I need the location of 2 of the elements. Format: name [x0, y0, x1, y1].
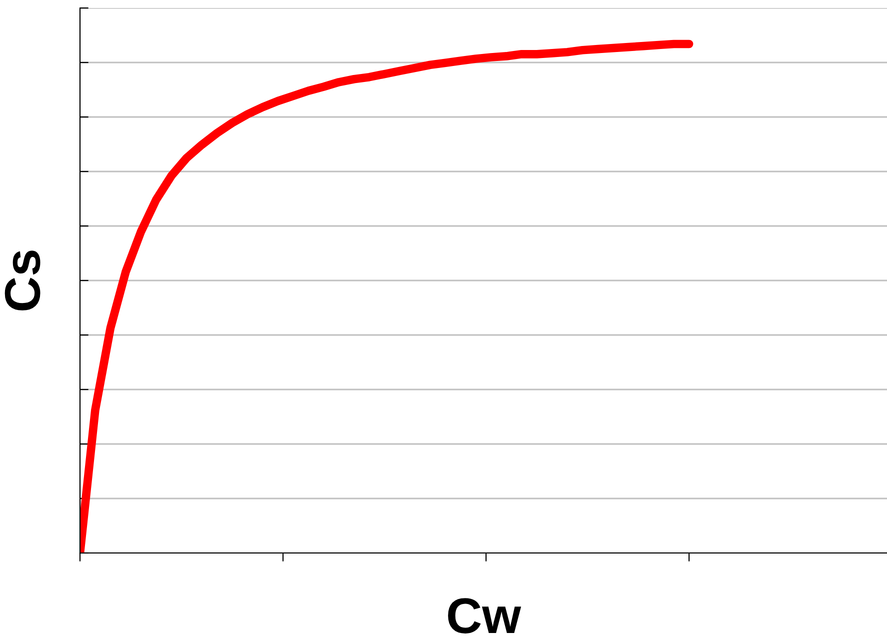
x-axis-title: Cw	[448, 598, 522, 634]
y-axis-title: Cs	[4, 250, 40, 310]
